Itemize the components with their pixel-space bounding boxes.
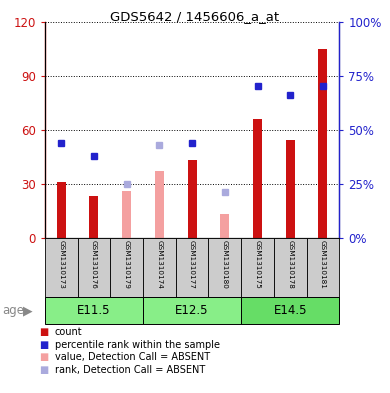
Bar <box>253 119 262 238</box>
Bar <box>208 238 241 297</box>
Text: E14.5: E14.5 <box>273 304 307 317</box>
Bar <box>220 214 229 238</box>
Text: E12.5: E12.5 <box>176 304 209 317</box>
Text: ■: ■ <box>39 352 48 362</box>
Text: percentile rank within the sample: percentile rank within the sample <box>55 340 220 350</box>
Bar <box>89 196 98 238</box>
Bar <box>286 140 295 238</box>
Text: GDS5642 / 1456606_a_at: GDS5642 / 1456606_a_at <box>110 10 280 23</box>
Text: value, Detection Call = ABSENT: value, Detection Call = ABSENT <box>55 352 210 362</box>
Text: GSM1310177: GSM1310177 <box>189 240 195 289</box>
Bar <box>78 238 110 297</box>
Text: age: age <box>2 304 24 317</box>
Text: GSM1310178: GSM1310178 <box>287 240 293 289</box>
Bar <box>122 191 131 238</box>
Text: ■: ■ <box>39 327 48 337</box>
Bar <box>176 238 208 297</box>
Bar <box>241 238 274 297</box>
Text: GSM1310176: GSM1310176 <box>91 240 97 289</box>
Text: GSM1310174: GSM1310174 <box>156 240 162 289</box>
Bar <box>143 238 176 297</box>
Bar <box>57 182 66 238</box>
Text: GSM1310180: GSM1310180 <box>222 240 228 289</box>
Text: rank, Detection Call = ABSENT: rank, Detection Call = ABSENT <box>55 365 205 375</box>
Bar <box>110 238 143 297</box>
Bar <box>307 238 339 297</box>
Text: count: count <box>55 327 82 337</box>
Text: GSM1310175: GSM1310175 <box>255 240 261 289</box>
Bar <box>143 297 241 324</box>
Bar <box>45 238 78 297</box>
Text: E11.5: E11.5 <box>77 304 111 317</box>
Text: ▶: ▶ <box>23 304 32 317</box>
Text: GSM1310181: GSM1310181 <box>320 240 326 289</box>
Text: ■: ■ <box>39 340 48 350</box>
Bar <box>319 49 328 238</box>
Bar <box>274 238 307 297</box>
Bar <box>155 171 164 238</box>
Bar <box>241 297 339 324</box>
Bar <box>188 160 197 238</box>
Bar <box>45 297 143 324</box>
Text: GSM1310173: GSM1310173 <box>58 240 64 289</box>
Text: GSM1310179: GSM1310179 <box>124 240 129 289</box>
Text: ■: ■ <box>39 365 48 375</box>
